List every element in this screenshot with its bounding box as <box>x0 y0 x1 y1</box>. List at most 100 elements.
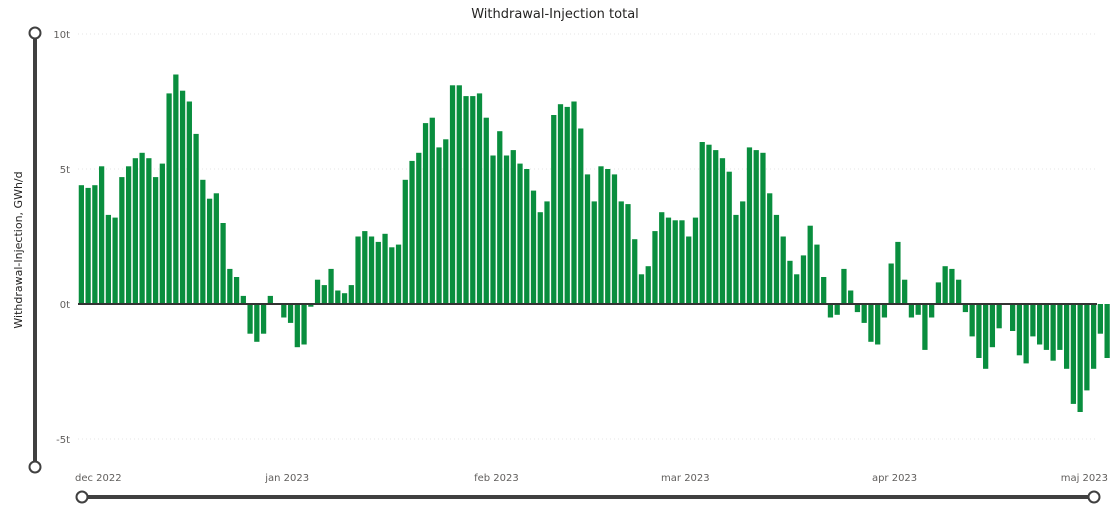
bar <box>834 304 840 315</box>
bar <box>240 295 246 304</box>
bar <box>166 93 172 305</box>
bar <box>598 166 604 304</box>
bar <box>875 304 881 345</box>
bar <box>740 201 746 304</box>
bar <box>200 179 206 304</box>
bar <box>476 93 483 305</box>
bar <box>902 279 908 304</box>
bar <box>807 225 813 304</box>
bar <box>409 160 415 304</box>
bar <box>1090 304 1097 369</box>
x-tick-label: dec 2022 <box>75 473 122 484</box>
bar <box>247 304 253 334</box>
bar <box>517 163 523 304</box>
bar <box>1016 304 1023 356</box>
bar <box>564 106 570 305</box>
bar <box>672 220 678 304</box>
bar <box>348 285 354 304</box>
bar <box>841 268 847 304</box>
bar <box>321 285 327 304</box>
bar <box>659 212 665 304</box>
y-slider-top-handle[interactable] <box>28 26 42 40</box>
bar <box>956 279 962 304</box>
x-range-slider[interactable] <box>75 490 1101 504</box>
bar <box>416 152 422 304</box>
bar <box>625 204 631 304</box>
bar <box>281 304 287 318</box>
y-slider-bottom-handle[interactable] <box>28 460 42 474</box>
bar <box>962 304 969 313</box>
bar <box>929 304 935 318</box>
bar <box>679 220 685 304</box>
bar <box>544 201 550 304</box>
bar <box>713 150 719 304</box>
bar <box>733 214 739 304</box>
bar <box>692 217 699 304</box>
bar <box>605 169 611 304</box>
bar <box>814 244 820 304</box>
bar <box>1023 304 1029 364</box>
bar <box>915 304 921 315</box>
bar <box>578 128 584 304</box>
x-slider-left-handle[interactable] <box>75 490 89 504</box>
bar <box>760 152 766 304</box>
bar <box>537 212 543 304</box>
bar <box>173 74 179 304</box>
bar <box>436 147 442 304</box>
bars <box>78 74 1110 412</box>
bar <box>706 144 712 304</box>
bar <box>773 214 780 304</box>
bar <box>767 193 773 304</box>
bar <box>591 201 597 304</box>
chart-title: Withdrawal-Injection total <box>471 7 639 22</box>
y-tick-label: -5t <box>56 435 70 446</box>
bar <box>551 115 557 304</box>
bar <box>368 236 375 304</box>
bar <box>686 236 692 304</box>
bar <box>206 198 213 304</box>
bar <box>665 217 672 304</box>
bar <box>530 190 537 304</box>
bar <box>895 241 901 304</box>
y-range-slider[interactable] <box>28 26 42 474</box>
bar <box>1097 304 1103 334</box>
bar <box>92 185 98 304</box>
x-tick-label: apr 2023 <box>872 473 917 484</box>
bar <box>301 304 307 345</box>
bar <box>699 142 705 304</box>
bar <box>463 96 469 304</box>
bar <box>726 171 732 304</box>
bar <box>1010 304 1016 331</box>
bar <box>746 147 753 304</box>
bar <box>355 236 361 304</box>
y-axis-ticks: 10t 5t 0t -5t <box>53 30 70 446</box>
bar <box>179 90 186 304</box>
bar <box>787 260 793 304</box>
bar <box>227 268 233 304</box>
bar <box>868 304 874 342</box>
bar <box>125 166 132 304</box>
bar <box>800 255 807 304</box>
bar <box>983 304 989 369</box>
bar <box>848 290 854 304</box>
bar <box>119 177 125 304</box>
bar <box>78 185 84 304</box>
bar <box>220 223 226 304</box>
bar <box>632 239 638 304</box>
bar <box>584 174 591 304</box>
bar <box>497 131 503 304</box>
bar <box>753 150 759 304</box>
x-slider-right-handle[interactable] <box>1087 490 1101 504</box>
bar <box>827 304 834 318</box>
bar <box>611 174 618 304</box>
x-tick-label: feb 2023 <box>474 473 519 484</box>
bar <box>1030 304 1036 337</box>
bar <box>105 214 111 304</box>
bar <box>422 123 429 304</box>
bar <box>395 244 402 304</box>
bar <box>375 241 381 304</box>
bar <box>935 282 942 304</box>
bar <box>1057 304 1063 350</box>
bar <box>132 158 138 304</box>
